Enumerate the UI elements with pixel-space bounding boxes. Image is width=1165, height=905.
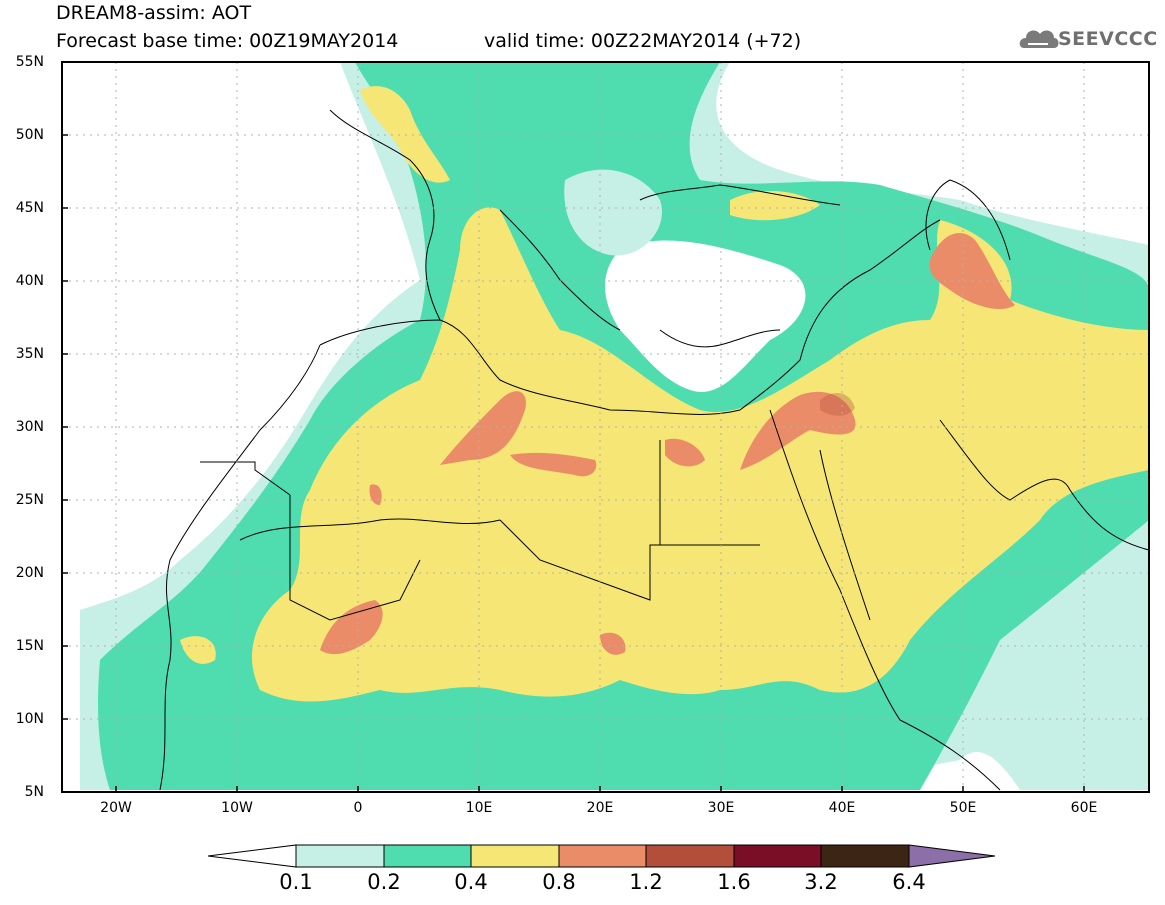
colorbar-label: 0.4 xyxy=(454,870,488,894)
lat-label: 35N xyxy=(15,346,44,362)
map-title: DREAM8-assim: AOT xyxy=(56,2,252,24)
logo-text: SEEVCCC xyxy=(1058,28,1158,50)
aot-field xyxy=(80,62,1149,790)
valid-time: valid time: 00Z22MAY2014 (+72) xyxy=(484,30,802,52)
colorbar-bin xyxy=(820,844,910,868)
lon-label: 60E xyxy=(1070,800,1098,816)
colorbar-bin xyxy=(733,844,822,868)
colorbar-label: 1.2 xyxy=(629,870,663,894)
lon-label: 20W xyxy=(100,800,132,816)
lat-label: 25N xyxy=(15,492,44,508)
colorbar-bin xyxy=(470,844,560,868)
colorbar-label: 3.2 xyxy=(804,870,838,894)
lat-label: 15N xyxy=(15,638,44,654)
lat-label: 30N xyxy=(15,419,44,435)
colorbar-label: 0.2 xyxy=(367,870,401,894)
axis-ticks xyxy=(62,61,1085,792)
lon-label: 40E xyxy=(828,800,856,816)
lat-label: 55N xyxy=(15,54,44,70)
colorbar-bin xyxy=(645,844,735,868)
cloud-logo-icon xyxy=(1019,30,1059,48)
colorbar xyxy=(207,844,996,868)
colorbar-label: 0.8 xyxy=(542,870,576,894)
colorbar-over xyxy=(908,844,996,868)
colorbar-label: 0.1 xyxy=(279,870,313,894)
lat-label: 40N xyxy=(15,273,44,289)
colorbar-bin xyxy=(558,844,647,868)
colorbar-bin xyxy=(295,844,385,868)
lat-label: 50N xyxy=(15,127,44,143)
lat-label: 10N xyxy=(15,711,44,727)
graticule xyxy=(62,62,1149,792)
lon-label: 30E xyxy=(707,800,735,816)
lat-label: 5N xyxy=(24,784,44,800)
lon-label: 0 xyxy=(353,800,363,816)
lon-label: 20E xyxy=(586,800,614,816)
colorbar-under xyxy=(207,844,297,868)
lat-label: 45N xyxy=(15,200,44,216)
forecast-base-time: Forecast base time: 00Z19MAY2014 xyxy=(56,30,399,52)
lat-label: 20N xyxy=(15,565,44,581)
colorbar-label: 1.6 xyxy=(717,870,751,894)
colorbar-label: 6.4 xyxy=(892,870,926,894)
coastlines xyxy=(159,109,1149,791)
lon-label: 10W xyxy=(221,800,253,816)
lon-label: 10E xyxy=(465,800,493,816)
colorbar-bin xyxy=(383,844,472,868)
lon-label: 50E xyxy=(949,800,977,816)
